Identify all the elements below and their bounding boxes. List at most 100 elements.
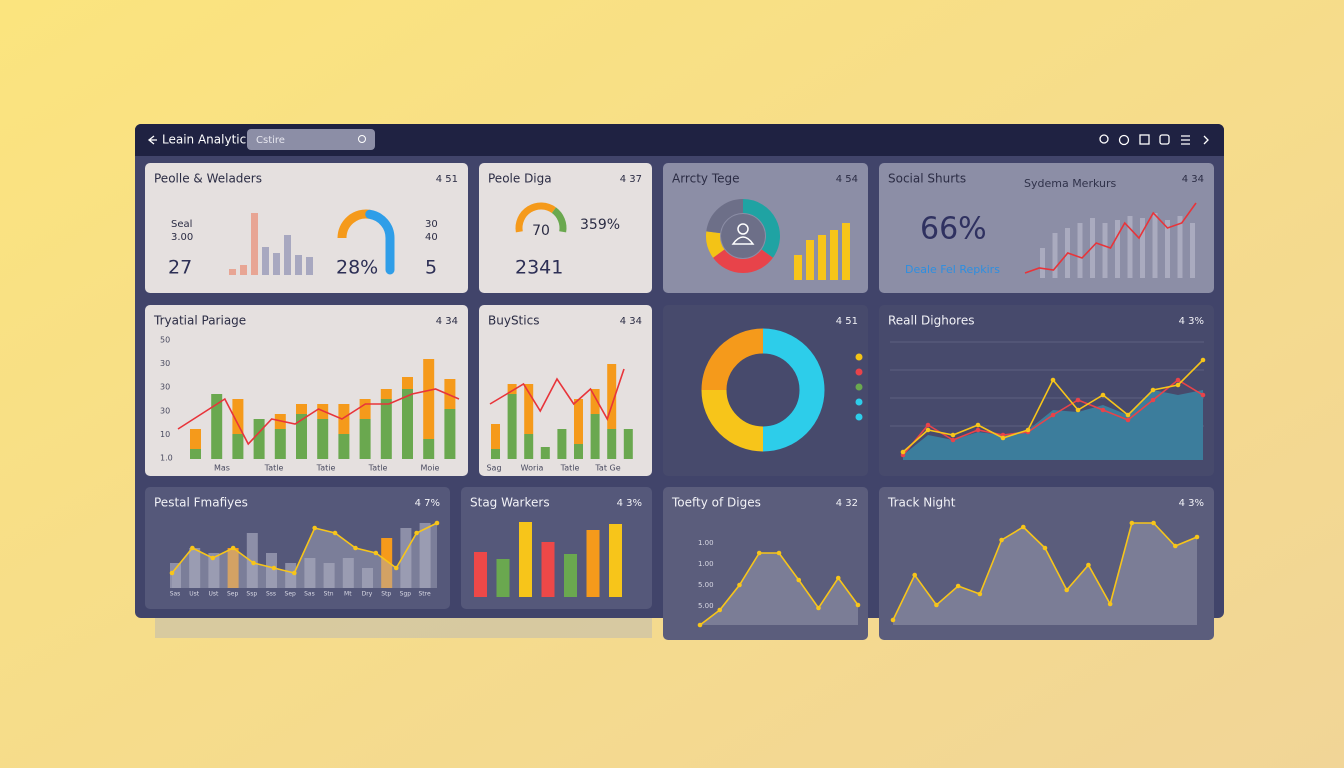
card-title: Arrcty Tege (672, 172, 740, 186)
bar (1127, 216, 1133, 278)
card-badge: 4 51 (436, 174, 458, 185)
point (271, 565, 277, 571)
area (893, 523, 1197, 625)
point (950, 432, 956, 438)
bar (1165, 220, 1170, 278)
point (1050, 377, 1056, 383)
bar (262, 247, 269, 275)
donut-segment (742, 199, 780, 258)
point (1150, 397, 1156, 403)
bar (190, 429, 201, 449)
point (434, 520, 440, 526)
bar (524, 434, 534, 459)
bar (317, 419, 329, 459)
x-tick-label: Stre (419, 591, 431, 598)
y-tick-label: 1.00 (698, 539, 714, 547)
home-button[interactable] (1139, 134, 1150, 145)
search-button[interactable] (1099, 134, 1109, 144)
back-icon[interactable] (147, 135, 157, 145)
next-button[interactable] (1203, 135, 1209, 145)
bar (273, 253, 280, 275)
card-title: Pestal Fmafiyes (154, 496, 248, 510)
point (1064, 587, 1070, 593)
point (312, 525, 317, 531)
bar (338, 434, 350, 459)
card-badge: 4 3% (1179, 316, 1204, 327)
x-tick-label: Sas (304, 591, 315, 598)
point (1100, 392, 1106, 398)
line (177, 388, 460, 446)
point (717, 607, 723, 613)
card-badge: 4 7% (415, 498, 440, 509)
card-badge: 4 34 (620, 316, 642, 327)
bar (304, 558, 316, 588)
point (925, 427, 931, 433)
bar (1140, 218, 1145, 278)
bar (1190, 223, 1195, 278)
bar (794, 255, 802, 280)
area (172, 523, 437, 588)
toolbar (1099, 134, 1209, 146)
bar (541, 542, 555, 597)
point (1175, 377, 1181, 383)
y-tick-label: 1.00 (698, 560, 714, 568)
legend-dot (855, 368, 863, 376)
bar (1077, 223, 1083, 278)
point (776, 550, 782, 556)
donut-segment (706, 199, 744, 234)
stat-value: 359% (580, 217, 620, 233)
stat-value: 27 (168, 257, 192, 279)
point (697, 622, 703, 628)
x-tick-label: Ust (189, 591, 200, 598)
x-tick-label: Woria (521, 464, 544, 473)
card-title: Social Shurts (888, 172, 966, 186)
point (737, 582, 742, 588)
bar (232, 399, 244, 434)
bar (444, 379, 456, 409)
caption: Deale Fel Repkirs (905, 263, 1000, 276)
bar (190, 449, 201, 459)
point (414, 530, 419, 536)
point (835, 575, 841, 581)
donut-segment (713, 249, 773, 273)
y-tick-label: 1.0 (160, 454, 173, 463)
bar (362, 568, 373, 588)
search-icon[interactable] (358, 135, 366, 143)
point (1086, 562, 1091, 568)
bar (423, 359, 435, 439)
point (934, 602, 939, 608)
bar (284, 235, 291, 275)
x-tick-label: Tatie (316, 464, 336, 473)
share-button[interactable] (1159, 134, 1170, 145)
point (756, 550, 762, 556)
bar (590, 389, 600, 414)
point (1050, 412, 1056, 418)
card (663, 305, 868, 476)
card-title: Track Night (887, 496, 956, 510)
bar (1177, 216, 1183, 278)
menu-button[interactable] (1181, 135, 1190, 145)
stat-value: 28% (336, 257, 378, 279)
bar (474, 552, 487, 597)
card-badge: 4 37 (620, 174, 642, 185)
bar (806, 240, 814, 280)
search-box[interactable] (247, 129, 375, 150)
legend-dot (855, 353, 863, 361)
x-tick-label: Ust (208, 591, 219, 598)
point (1125, 412, 1131, 418)
point (210, 555, 216, 561)
point (292, 570, 297, 576)
settings-button[interactable] (1118, 134, 1130, 146)
point (1025, 427, 1031, 433)
bar (1152, 213, 1158, 278)
bar (590, 414, 600, 459)
point (900, 449, 906, 455)
x-tick-label: Stp (381, 591, 391, 598)
point (1000, 435, 1006, 441)
point (912, 572, 918, 578)
x-tick-label: Stn (324, 591, 334, 598)
y-tick-label: 30 (160, 383, 170, 392)
label: Seal (171, 219, 192, 230)
line (1024, 202, 1197, 274)
point (950, 437, 956, 443)
